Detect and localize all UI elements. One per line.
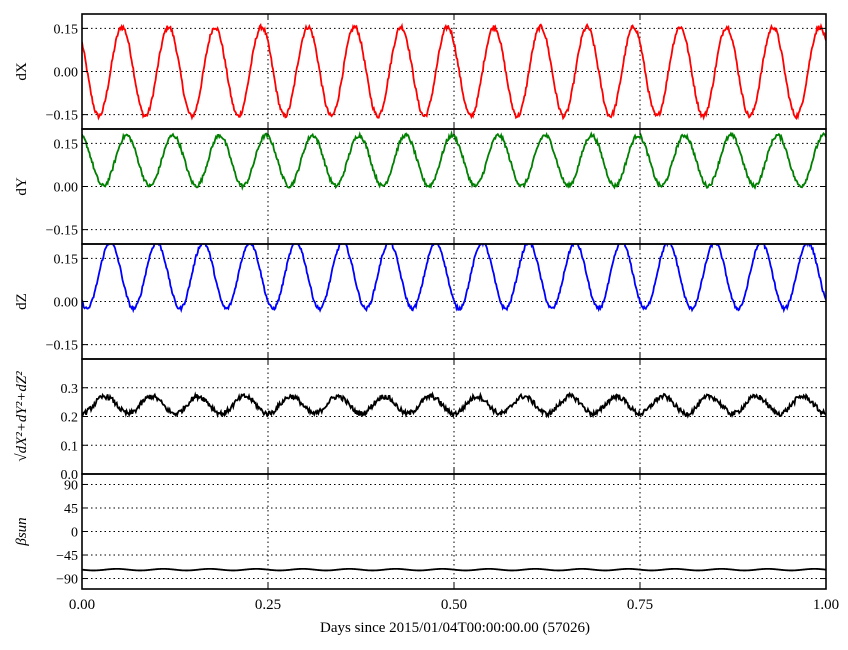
subplot-stack: 0.150.00−0.15dX0.150.00−0.15dY0.150.00−0… (14, 13, 827, 590)
y-tick-label: 0.00 (54, 66, 79, 81)
grid (82, 244, 826, 359)
x-tick-label: 0.50 (441, 597, 467, 613)
y-tick-label: 0.00 (54, 296, 79, 311)
y-tick-label: 90 (64, 478, 78, 493)
subplot-3: 0.15 0.00 −0.15 dZ (14, 243, 827, 360)
y-tick-label: −45 (56, 549, 78, 564)
grid (82, 359, 826, 474)
subplot-5: 90 45 0 −45 −90 βsun (14, 473, 827, 590)
x-tick-label: 0.00 (69, 597, 95, 613)
y-tick-label: 0.1 (61, 439, 79, 454)
y-axis-label: βsun (14, 517, 30, 546)
y-tick-label: 0.00 (54, 181, 79, 196)
y-tick-label: −0.15 (46, 109, 78, 124)
y-axis-label: dZ (14, 293, 30, 310)
axes-frame (81, 128, 827, 245)
x-axis-label: Days since 2015/01/04T00:00:00.00 (57026… (320, 620, 590, 636)
y-axis-label: √dX²+dY²+dZ² (14, 371, 30, 462)
y-tick-label: 0.15 (54, 137, 79, 152)
grid (82, 129, 826, 244)
y-tick-label: 0 (71, 526, 78, 541)
series-line (82, 567, 826, 572)
y-tick-label: −0.15 (46, 339, 78, 354)
y-tick-label: 0.3 (61, 382, 79, 397)
y-tick-label: 0.15 (54, 252, 79, 267)
axes-frame (81, 473, 827, 590)
x-tick-label: 0.25 (255, 597, 281, 613)
axes-frame (81, 358, 827, 475)
grid (82, 474, 826, 589)
y-tick-label: −90 (56, 573, 78, 588)
subplot-2: 0.15 0.00 −0.15 dY (14, 128, 827, 245)
x-tick-label: 1.00 (813, 597, 839, 613)
y-tick-label: 45 (64, 502, 78, 517)
y-tick-label: 0.0 (61, 468, 79, 483)
y-tick-label: 0.2 (61, 411, 79, 426)
series-line (82, 391, 826, 419)
y-axis-label: dY (14, 177, 30, 196)
grid (82, 14, 826, 129)
y-tick-label: 0.15 (54, 22, 79, 37)
subplot-1: 0.15 0.00 −0.15 dX (14, 13, 827, 130)
subplot-4: 0.3 0.2 0.1 0.0 √dX²+dY²+dZ² (14, 358, 827, 483)
x-axis: 0.00 0.25 0.50 0.75 1.00 (69, 597, 839, 613)
y-axis-label: dX (14, 62, 30, 81)
y-tick-label: −0.15 (46, 224, 78, 239)
x-tick-label: 0.75 (627, 597, 653, 613)
series-line (82, 244, 826, 314)
series-line (82, 22, 826, 121)
